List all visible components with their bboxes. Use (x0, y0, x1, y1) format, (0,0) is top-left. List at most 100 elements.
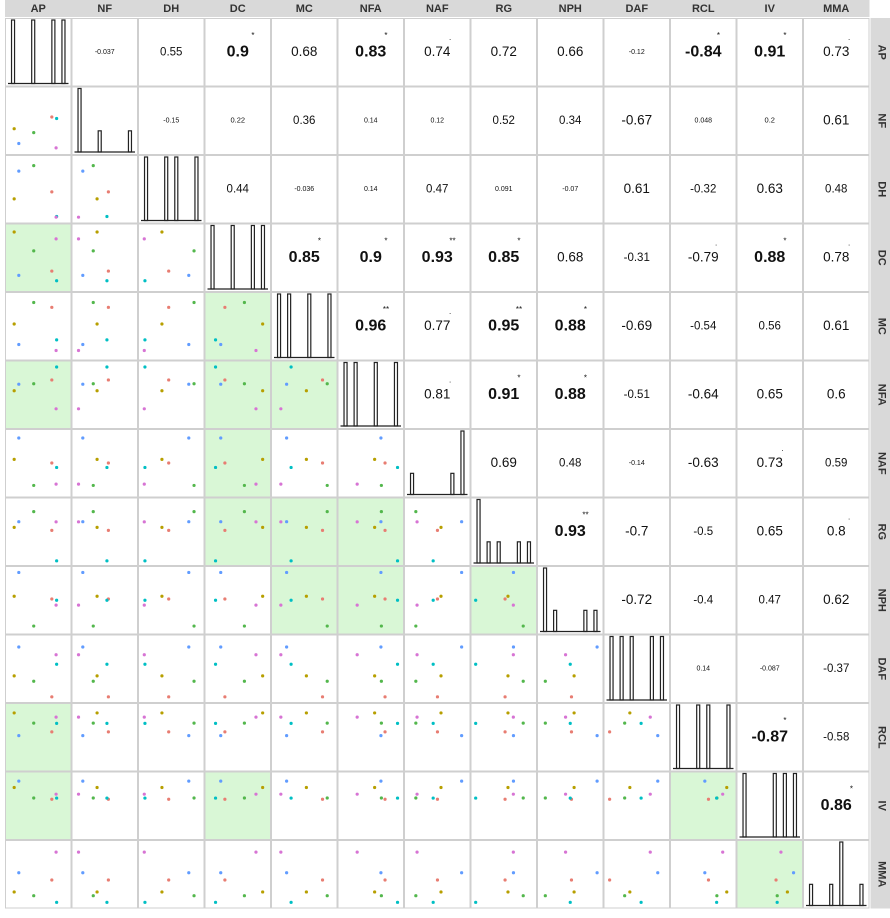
point-nfa-mc-2 (326, 382, 329, 385)
point-dc-nf-2 (92, 249, 95, 252)
panel-mc-dc (205, 293, 271, 361)
point-mc-ap-2 (32, 301, 35, 304)
point-nfa-nf-3 (105, 365, 108, 368)
point-mc-dc-5 (254, 349, 257, 352)
point-iv-dh-0 (167, 798, 170, 801)
point-dh-ap-1 (13, 197, 16, 200)
corr-naf-daf: -0.14 (629, 460, 645, 467)
point-dh-nf-2 (92, 164, 95, 167)
panel-mma-nf (72, 841, 138, 909)
sig-naf-iv: . (781, 444, 783, 453)
point-nfa-dc-5 (254, 407, 257, 410)
point-naf-dh-4 (187, 436, 190, 439)
panel-nfa-mc (272, 361, 338, 429)
point-rcl-nf-2 (92, 722, 95, 725)
point-naf-mc-5 (279, 483, 282, 486)
panel-rcl-dc (205, 704, 271, 772)
corr-dc-mc: 0.85 (289, 249, 320, 266)
panel-dh-nf (72, 156, 138, 224)
corr-nph-daf: -0.72 (621, 592, 652, 607)
corr-mc-nph: 0.88 (555, 317, 586, 334)
point-iv-nph-2 (544, 796, 547, 799)
point-rcl-ap-2 (32, 722, 35, 725)
point-nfa-mc-4 (285, 383, 288, 386)
panel-nfa-dh (139, 361, 205, 429)
point-daf-nph-4 (596, 645, 599, 648)
corr-rcl-mma: -0.58 (823, 731, 849, 743)
point-daf-mc-5 (279, 653, 282, 656)
point-rcl-nfa-4 (379, 734, 382, 737)
point-mc-nf-5 (77, 349, 80, 352)
panel-rg-dc (205, 498, 271, 566)
panel-mc-nf (72, 293, 138, 361)
point-mc-dh-0 (167, 306, 170, 309)
corr-iv-mma: 0.86 (821, 797, 852, 814)
point-iv-rg-3 (474, 796, 477, 799)
point-naf-dc-5 (254, 483, 257, 486)
point-mma-ap-0 (50, 878, 53, 881)
point-nph-naf-3 (432, 599, 435, 602)
point-iv-dh-3 (143, 796, 146, 799)
point-daf-nfa-2 (380, 680, 383, 683)
point-iv-naf-3 (432, 796, 435, 799)
panel-naf-naf (405, 430, 471, 498)
point-mc-ap-1 (13, 322, 16, 325)
point-daf-dc-3 (214, 663, 217, 666)
point-iv-rg-4 (512, 780, 515, 783)
point-mma-dh-0 (167, 878, 170, 881)
panel-rg-mc (272, 498, 338, 566)
point-iv-nfa-1 (373, 786, 376, 789)
point-nfa-dh-2 (192, 382, 195, 385)
panel-iv-nph (538, 772, 604, 840)
point-rcl-dh-2 (192, 722, 195, 725)
point-daf-mc-0 (321, 695, 324, 698)
point-nfa-nf-5 (77, 407, 80, 410)
point-rg-dh-2 (192, 510, 195, 513)
panel-rcl-mc (272, 704, 338, 772)
corr-daf-iv: -0.087 (760, 666, 780, 673)
point-naf-ap-2 (32, 484, 35, 487)
point-dc-dh-2 (192, 249, 195, 252)
point-nph-ap-3 (55, 599, 58, 602)
panel-nf-ap (6, 87, 72, 155)
panel-nph-rg (471, 567, 537, 635)
point-iv-rg-0 (503, 798, 506, 801)
point-nfa-dh-1 (160, 389, 163, 392)
point-dc-dh-4 (187, 274, 190, 277)
point-daf-nph-3 (569, 663, 572, 666)
point-mc-nf-0 (107, 306, 110, 309)
column-header-mc: MC (296, 3, 313, 15)
point-rg-ap-5 (54, 520, 57, 523)
point-mma-dc-0 (223, 878, 226, 881)
corr-naf-iv: 0.73 (757, 455, 783, 470)
point-nph-rg-0 (503, 597, 506, 600)
panel-rcl-nf (72, 704, 138, 772)
point-mma-naf-4 (460, 871, 463, 874)
point-naf-ap-1 (13, 458, 16, 461)
point-iv-dc-2 (243, 796, 246, 799)
point-nph-mc-0 (321, 597, 324, 600)
corr-naf-mma: 0.59 (825, 457, 847, 469)
point-mma-rg-1 (506, 890, 509, 893)
point-rg-mc-5 (279, 520, 282, 523)
corr-mc-daf: -0.69 (621, 318, 652, 333)
corr-nfa-mma: 0.6 (827, 386, 846, 401)
point-dc-nf-4 (81, 274, 84, 277)
panel-mma-mma (804, 841, 870, 909)
point-mc-dc-3 (214, 338, 217, 341)
corr-dc-nfa: 0.9 (360, 249, 382, 266)
point-rcl-dc-5 (254, 716, 257, 719)
point-mma-nf-0 (107, 878, 110, 881)
sig-ap-nfa: * (384, 31, 387, 40)
point-dh-ap-4 (17, 169, 20, 172)
point-mc-dc-4 (219, 343, 222, 346)
point-mc-nf-1 (95, 322, 98, 325)
sig-mc-naf: . (449, 307, 451, 316)
corr-rcl-iv: -0.87 (752, 728, 789, 745)
sig-dc-rcl: . (715, 239, 717, 248)
point-iv-naf-4 (460, 780, 463, 783)
point-mma-mc-3 (289, 901, 292, 904)
point-iv-dc-3 (214, 796, 217, 799)
corr-dh-naf: 0.47 (426, 183, 448, 195)
point-mma-rcl-5 (721, 850, 724, 853)
